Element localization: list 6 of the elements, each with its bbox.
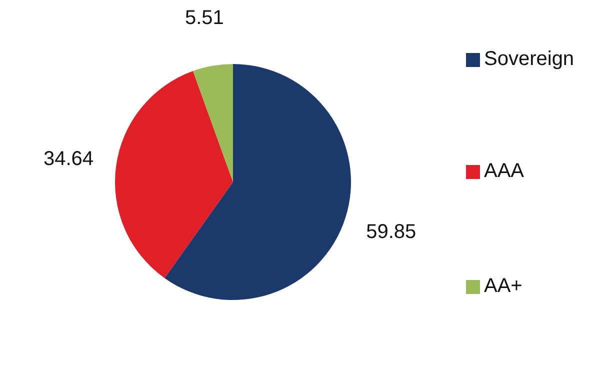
legend-label: AAA <box>484 160 524 183</box>
data-label: 5.51 <box>184 6 224 29</box>
legend-label: Sovereign <box>484 48 574 71</box>
data-label: 34.64 <box>44 148 94 170</box>
data-label: 59.85 <box>366 221 416 244</box>
legend-label: AA+ <box>484 275 522 298</box>
